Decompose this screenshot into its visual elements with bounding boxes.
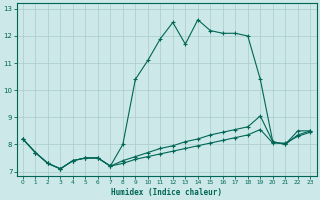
X-axis label: Humidex (Indice chaleur): Humidex (Indice chaleur) (111, 188, 222, 197)
